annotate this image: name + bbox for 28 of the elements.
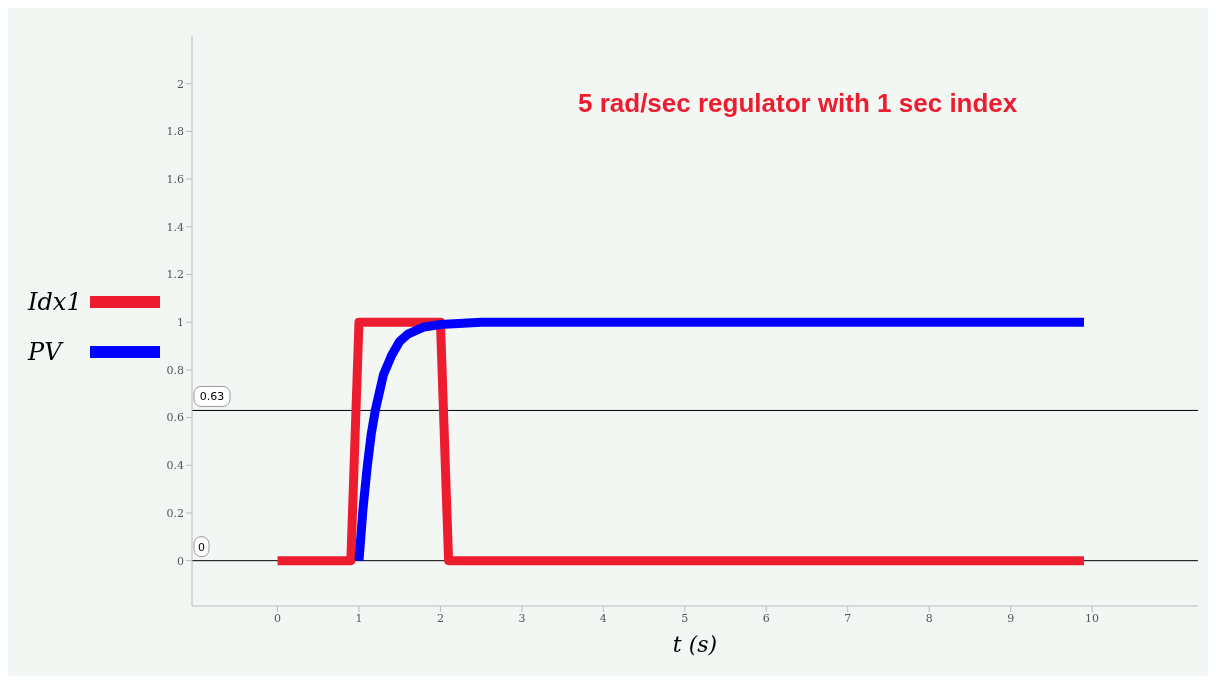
annotation: 5 rad/sec regulator with 1 sec index (578, 88, 1019, 119)
x-tick-label: 4 (599, 611, 607, 625)
x-tick-label: 7 (844, 611, 852, 625)
x-tick-label: 8 (925, 611, 933, 625)
y-tick-label: 1.4 (166, 220, 184, 234)
y-tick-label: 0.6 (166, 411, 184, 425)
ref-line-label: 0 (198, 540, 205, 554)
x-tick-label: 0 (274, 611, 282, 625)
ref-line-label: 0.63 (199, 390, 225, 404)
legend-label: Idx1 (28, 288, 83, 316)
x-axis-title: t (s) (672, 632, 718, 657)
x-tick-label: 1 (355, 611, 363, 625)
y-tick-label: 0.2 (166, 506, 184, 520)
y-tick-label: 1.6 (166, 173, 184, 186)
y-tick-label: 1.8 (166, 125, 184, 139)
y-tick-label: 0.8 (166, 363, 184, 377)
y-tick-label: 1.2 (166, 268, 184, 282)
y-tick-label: 0.4 (166, 459, 184, 473)
x-tick-label: 10 (1085, 611, 1100, 625)
x-tick-label: 3 (518, 611, 526, 625)
y-tick-label: 1 (177, 316, 184, 330)
x-tick-label: 5 (681, 611, 689, 625)
x-tick-label: 6 (762, 611, 770, 625)
x-tick-label: 2 (436, 611, 444, 625)
legend-label: PV (28, 338, 65, 366)
x-tick-label: 9 (1007, 611, 1015, 625)
y-tick-label: 0 (177, 554, 184, 568)
y-tick-label: 2 (177, 77, 184, 91)
